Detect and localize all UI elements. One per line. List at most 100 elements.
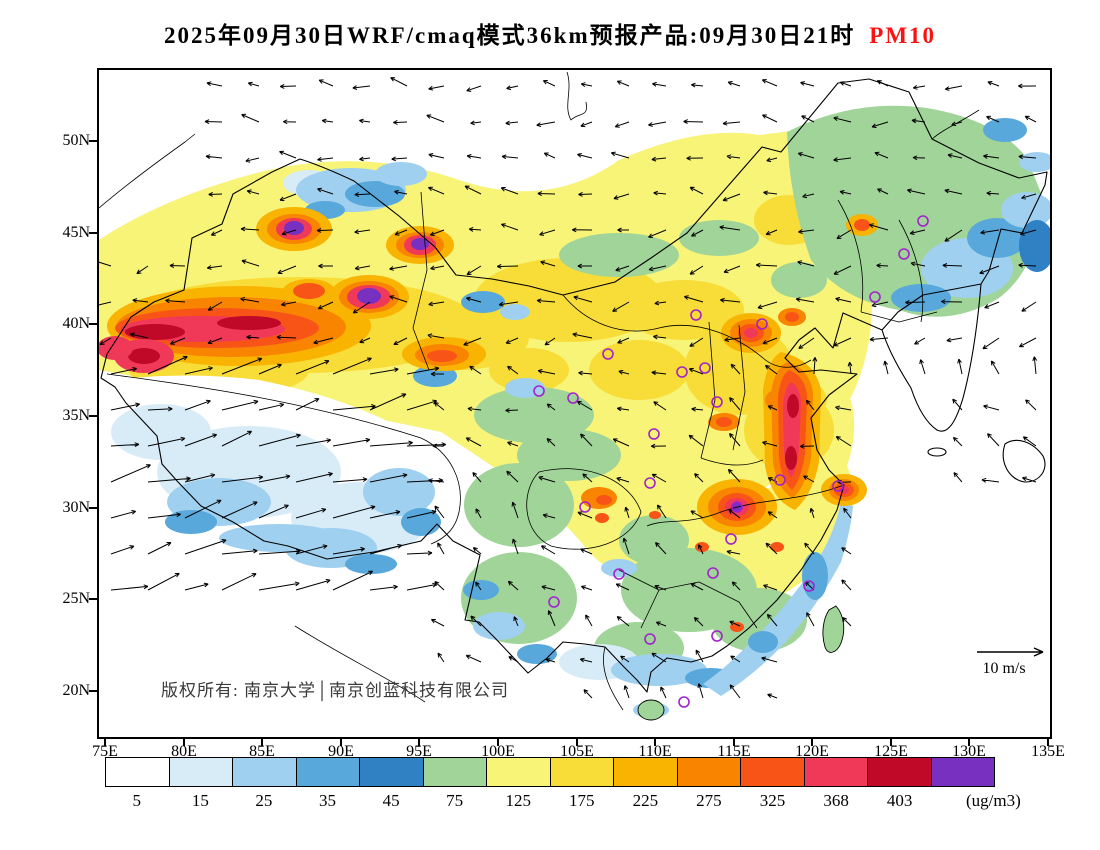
colorbar-cell-6 xyxy=(487,758,551,786)
wind-legend-arrow-icon xyxy=(977,647,1044,657)
station-circle-marker xyxy=(644,477,656,489)
colorbar-cell-2 xyxy=(233,758,297,786)
lon-tick-mark xyxy=(104,739,106,746)
pm10-fill-field xyxy=(99,105,1050,718)
lat-tick-mark xyxy=(89,415,97,417)
lon-tick-label: 115E xyxy=(717,743,751,760)
colorbar-tick-label: 5 xyxy=(132,791,142,810)
colorbar-tick-label: 403 xyxy=(886,791,913,810)
station-circle-marker xyxy=(869,291,881,303)
station-circle-marker xyxy=(613,568,625,580)
lon-tick-mark xyxy=(1047,739,1049,746)
colorbar-cell-12 xyxy=(868,758,932,786)
colorbar-cell-1 xyxy=(169,758,233,786)
station-circle-marker xyxy=(690,309,702,321)
colorbar-cell-13 xyxy=(931,758,994,786)
lon-tick-label: 100E xyxy=(481,743,515,760)
jeju-island xyxy=(927,447,947,457)
station-circle-marker xyxy=(832,480,844,492)
korea-coastline xyxy=(881,283,982,432)
page-title: 2025年09月30日WRF/cmaq模式36km预报产品:09月30日21时 P… xyxy=(0,16,1100,50)
station-circle-marker xyxy=(579,501,591,513)
colorbar-tick-label: 175 xyxy=(569,791,595,810)
station-markers xyxy=(533,215,929,708)
colorbar-cell-8 xyxy=(614,758,678,786)
colorbar-cell-10 xyxy=(741,758,805,786)
colorbar-cell-5 xyxy=(423,758,487,786)
station-circle-marker xyxy=(533,385,545,397)
station-circle-marker xyxy=(648,428,660,440)
station-circle-marker xyxy=(756,318,768,330)
lon-tick-label: 110E xyxy=(638,743,672,760)
colorbar-tick-label: 75 xyxy=(446,791,464,810)
colorbar-tick-label: 125 xyxy=(505,791,531,810)
lat-tick-mark xyxy=(89,232,97,234)
forecast-map xyxy=(99,70,1050,737)
colorbar-tick-label: 15 xyxy=(191,791,209,810)
station-circle-marker xyxy=(711,630,723,642)
lon-tick-label: 80E xyxy=(171,743,197,760)
station-circle-marker xyxy=(699,362,711,374)
kyushu-coastline xyxy=(1002,439,1046,483)
colorbar-cell-0 xyxy=(106,758,170,786)
station-circle-marker xyxy=(548,596,560,608)
lat-tick-label: 50N xyxy=(62,132,90,149)
copyright-text: 版权所有: 南京大学│南京创蓝科技有限公司 xyxy=(161,681,510,700)
colorbar-cell-4 xyxy=(360,758,424,786)
station-circle-marker xyxy=(917,215,929,227)
station-circle-marker xyxy=(678,696,690,708)
lon-tick-label: 130E xyxy=(952,743,986,760)
lat-tick-mark xyxy=(89,598,97,600)
lon-tick-mark xyxy=(811,739,813,746)
lat-tick-label: 30N xyxy=(62,499,90,516)
wind-arrow-path xyxy=(99,77,1038,699)
station-circle-marker xyxy=(707,567,719,579)
hainan-island xyxy=(637,699,665,721)
station-circle-marker xyxy=(803,580,815,592)
station-circle-marker xyxy=(567,392,579,404)
lon-tick-mark xyxy=(654,739,656,746)
colorbar-unit-label: (ug/m3) xyxy=(966,791,1021,810)
lat-tick-label: 45N xyxy=(62,224,90,241)
lat-tick-mark xyxy=(89,323,97,325)
lat-tick-label: 40N xyxy=(62,315,90,332)
colorbar-cell-7 xyxy=(550,758,614,786)
title-pollutant: PM10 xyxy=(869,23,937,48)
colorbar-tick-label: 25 xyxy=(255,791,273,810)
lon-tick-mark xyxy=(261,739,263,746)
wind-legend-label: 10 m/s xyxy=(982,660,1026,677)
lon-tick-label: 120E xyxy=(795,743,829,760)
colorbar-tick-label: 275 xyxy=(696,791,722,810)
lat-tick-label: 20N xyxy=(62,682,90,699)
station-circle-marker xyxy=(644,633,656,645)
lon-tick-mark xyxy=(890,739,892,746)
taiwan-island xyxy=(822,605,845,653)
colorbar xyxy=(105,757,995,787)
lon-tick-mark xyxy=(340,739,342,746)
lat-tick-mark xyxy=(89,507,97,509)
lon-tick-label: 125E xyxy=(874,743,908,760)
colorbar-cell-3 xyxy=(296,758,360,786)
province-borders xyxy=(99,71,980,711)
lon-tick-mark xyxy=(733,739,735,746)
wind-vector-field xyxy=(99,77,1038,699)
lat-tick-label: 35N xyxy=(62,407,90,424)
map-plot-frame: 版权所有: 南京大学│南京创蓝科技有限公司 10 m/s xyxy=(97,68,1052,739)
lon-tick-mark xyxy=(418,739,420,746)
lat-tick-mark xyxy=(89,140,97,142)
lon-tick-label: 85E xyxy=(249,743,275,760)
colorbar-tick-label: 325 xyxy=(759,791,786,810)
colorbar-tick-label: 368 xyxy=(823,791,849,810)
lat-tick-mark xyxy=(89,690,97,692)
station-circle-marker xyxy=(731,501,743,513)
lat-tick-label: 25N xyxy=(62,590,90,607)
title-text: 2025年09月30日WRF/cmaq模式36km预报产品:09月30日21时 xyxy=(163,23,856,48)
station-circle-marker xyxy=(898,248,910,260)
lon-tick-label: 75E xyxy=(92,743,118,760)
station-circle-marker xyxy=(676,366,688,378)
colorbar-tick-label: 35 xyxy=(319,791,336,810)
lon-tick-label: 95E xyxy=(406,743,432,760)
lon-tick-mark xyxy=(968,739,970,746)
china-outline xyxy=(100,78,1048,693)
colorbar-cell-11 xyxy=(804,758,868,786)
